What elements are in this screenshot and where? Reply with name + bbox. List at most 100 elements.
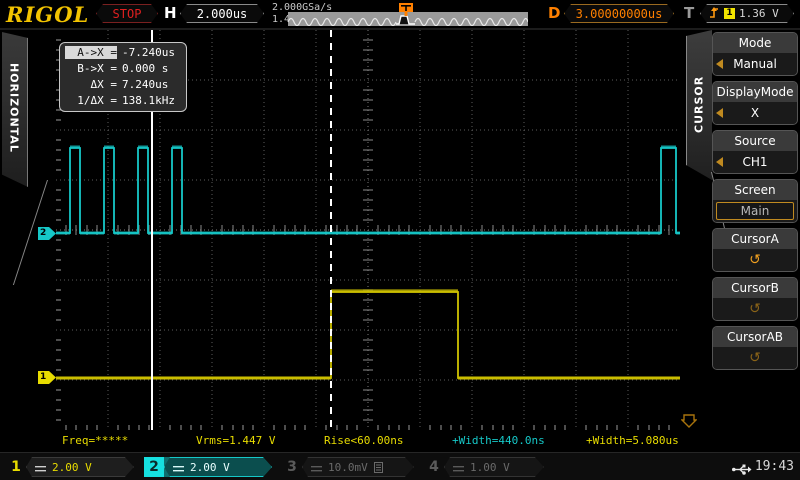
cursor-b-line[interactable] (330, 30, 332, 430)
menu-item-screen[interactable]: Screen Main (712, 179, 798, 223)
top-status-bar: RIGOL STOP H 2.000us 2.000GSa/s 1.40M pt… (0, 0, 800, 28)
rotate-knob-icon: ↺ (749, 252, 761, 268)
cursor-ax-value: -7.240us (122, 46, 175, 59)
horizontal-menu-tab[interactable] (2, 32, 28, 187)
menu-item-mode-title: Mode (713, 33, 797, 53)
channel-1-status[interactable]: 1 2.00 V (6, 457, 134, 477)
menu-item-mode[interactable]: Mode Manual (712, 32, 798, 76)
menu-item-cursora-title: CursorA (713, 229, 797, 249)
rotate-knob-icon: ↺ (749, 350, 761, 366)
horizontal-menu-tab-label: HORIZONTAL (7, 63, 21, 153)
cursor-row-deltax: ΔX = 7.240us (65, 78, 181, 94)
cursor-row-ax: A->X = -7.240us (65, 46, 181, 62)
sample-rate: 2.000GSa/s (272, 2, 333, 13)
horizontal-label: H (164, 4, 177, 22)
trigger-level-value: 1.36 V (739, 7, 779, 20)
cursor-menu: Mode Manual DisplayMode X Source CH1 Scr… (712, 32, 798, 375)
menu-item-cursora-value-row[interactable]: ↺ (713, 249, 797, 271)
ch2-ground-marker[interactable]: 2 (38, 227, 56, 240)
channel-1-number: 1 (11, 459, 21, 475)
measurement-pwidth-ch2[interactable]: +Width=440.0ns (452, 434, 545, 447)
menu-item-source-value: CH1 (742, 155, 768, 169)
usb-icon (732, 461, 752, 480)
cursor-menu-tab-label: CURSOR (692, 75, 706, 133)
cursor-invdeltax-label: 1/ΔX = (77, 94, 117, 107)
delay-value[interactable]: 3.00000000us (564, 4, 674, 23)
channel-3-status[interactable]: 3 10.0mV (282, 457, 414, 477)
menu-item-displaymode-title: DisplayMode (713, 82, 797, 102)
cursor-bx-value: 0.000 s (122, 62, 169, 75)
trigger-level-marker-icon[interactable] (680, 413, 698, 428)
trigger-status-box[interactable]: 1 1.36 V (700, 4, 794, 23)
trigger-label: T (684, 4, 695, 22)
channel-2-body[interactable]: 2.00 V (164, 457, 272, 477)
menu-item-displaymode-value-row[interactable]: X (713, 102, 797, 124)
channel-2-coupling-icon (173, 458, 184, 477)
cursor-row-invdeltax: 1/ΔX = 138.1kHz (65, 94, 181, 110)
channel-4-body[interactable]: 1.00 V (444, 457, 544, 477)
trigger-edge-icon (709, 4, 720, 23)
measurement-freq[interactable]: Freq=***** (62, 434, 129, 447)
channel-1-volts: 2.00 V (52, 460, 92, 474)
channel-4-status[interactable]: 4 1.00 V (424, 457, 544, 477)
menu-item-cursorb-title: CursorB (713, 278, 797, 298)
menu-item-source-title: Source (713, 131, 797, 151)
menu-item-displaymode-value: X (750, 106, 760, 120)
measurement-bar: Freq=***** Vrms=1.447 V Rise<60.00ns +Wi… (0, 432, 800, 450)
menu-item-mode-value-row[interactable]: Manual (713, 53, 797, 75)
ch1-ground-marker[interactable]: 1 (38, 371, 56, 384)
menu-item-cursorab[interactable]: CursorAB ↺ (712, 326, 798, 370)
menu-item-cursorab-title: CursorAB (713, 327, 797, 347)
menu-item-mode-value: Manual (733, 57, 777, 71)
menu-item-source[interactable]: Source CH1 (712, 130, 798, 174)
ch1-trace-noise (56, 289, 680, 380)
menu-item-cursorb-value-row[interactable]: ↺ (713, 298, 797, 320)
channel-status-bar: 1 2.00 V 2 2.00 V 3 (0, 452, 800, 480)
left-arrow-icon (716, 108, 723, 118)
waveform-preview-strip[interactable] (288, 12, 528, 26)
measurement-rise[interactable]: Rise<60.00ns (324, 434, 404, 447)
cursor-measurement-box: A->X = -7.240us B->X = 0.000 s ΔX = 7.24… (59, 42, 187, 112)
cursor-menu-tab[interactable] (686, 30, 712, 180)
cursor-invdeltax-value: 138.1kHz (122, 94, 175, 107)
trigger-source-badge: 1 (724, 8, 735, 19)
rotate-knob-icon: ↺ (749, 301, 761, 317)
cursor-row-bx: B->X = 0.000 s (65, 62, 181, 78)
channel-4-number: 4 (429, 459, 439, 475)
channel-2-number: 2 (144, 457, 164, 477)
cursor-bx-label: B->X = (77, 62, 117, 75)
cursor-a-line[interactable] (151, 30, 153, 430)
run-stop-indicator[interactable]: STOP (96, 4, 158, 23)
brand-logo: RIGOL (6, 2, 90, 27)
channel-4-volts: 1.00 V (470, 460, 510, 474)
clock-time: 19:43 (754, 459, 794, 474)
measurement-pwidth-ch1[interactable]: +Width=5.080us (586, 434, 679, 447)
ch2-trace-noise (56, 145, 680, 235)
menu-item-screen-title: Screen (713, 180, 797, 200)
channel-1-body[interactable]: 2.00 V (26, 457, 134, 477)
left-arrow-icon (716, 59, 723, 69)
trigger-t-marker-icon (399, 1, 413, 16)
menu-item-cursorab-value-row[interactable]: ↺ (713, 347, 797, 369)
measurement-vrms[interactable]: Vrms=1.447 V (196, 434, 276, 447)
menu-item-cursorb[interactable]: CursorB ↺ (712, 277, 798, 321)
delay-label: D (548, 4, 561, 22)
left-arrow-icon (716, 157, 723, 167)
cursor-deltax-label: ΔX = (90, 78, 118, 91)
topbar-divider (0, 28, 800, 30)
menu-item-cursora[interactable]: CursorA ↺ (712, 228, 798, 272)
channel-4-coupling-icon (453, 458, 464, 477)
channel-3-body[interactable]: 10.0mV (302, 457, 414, 477)
channel-2-volts: 2.00 V (190, 460, 230, 474)
timebase-value[interactable]: 2.000us (180, 4, 264, 23)
menu-item-screen-value: Main (716, 202, 794, 220)
cursor-deltax-value: 7.240us (122, 78, 169, 91)
menu-item-displaymode[interactable]: DisplayMode X (712, 81, 798, 125)
cursor-ax-label: A->X = (65, 46, 117, 59)
channel-3-coupling-icon (311, 458, 322, 477)
channel-2-status[interactable]: 2 2.00 V (144, 457, 272, 477)
channel-3-bandwidth-icon (374, 458, 383, 477)
menu-item-source-value-row[interactable]: CH1 (713, 151, 797, 173)
menu-item-screen-value-row[interactable]: Main (713, 200, 797, 222)
